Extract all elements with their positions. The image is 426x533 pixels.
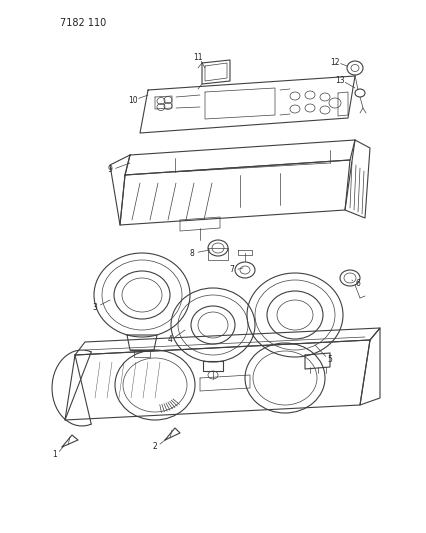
Text: 9: 9 bbox=[107, 166, 112, 174]
Text: 8: 8 bbox=[189, 248, 194, 257]
Text: 10: 10 bbox=[128, 95, 138, 104]
Text: 6: 6 bbox=[355, 279, 360, 287]
Text: 7: 7 bbox=[229, 265, 234, 274]
Text: 7182 110: 7182 110 bbox=[60, 18, 106, 28]
Text: 12: 12 bbox=[329, 58, 339, 67]
Text: 11: 11 bbox=[193, 52, 202, 61]
Text: 13: 13 bbox=[334, 76, 344, 85]
Text: 3: 3 bbox=[92, 303, 97, 311]
Text: 5: 5 bbox=[327, 356, 332, 365]
Text: 1: 1 bbox=[52, 450, 57, 459]
Text: 2: 2 bbox=[152, 442, 157, 451]
Text: 4: 4 bbox=[167, 335, 172, 344]
